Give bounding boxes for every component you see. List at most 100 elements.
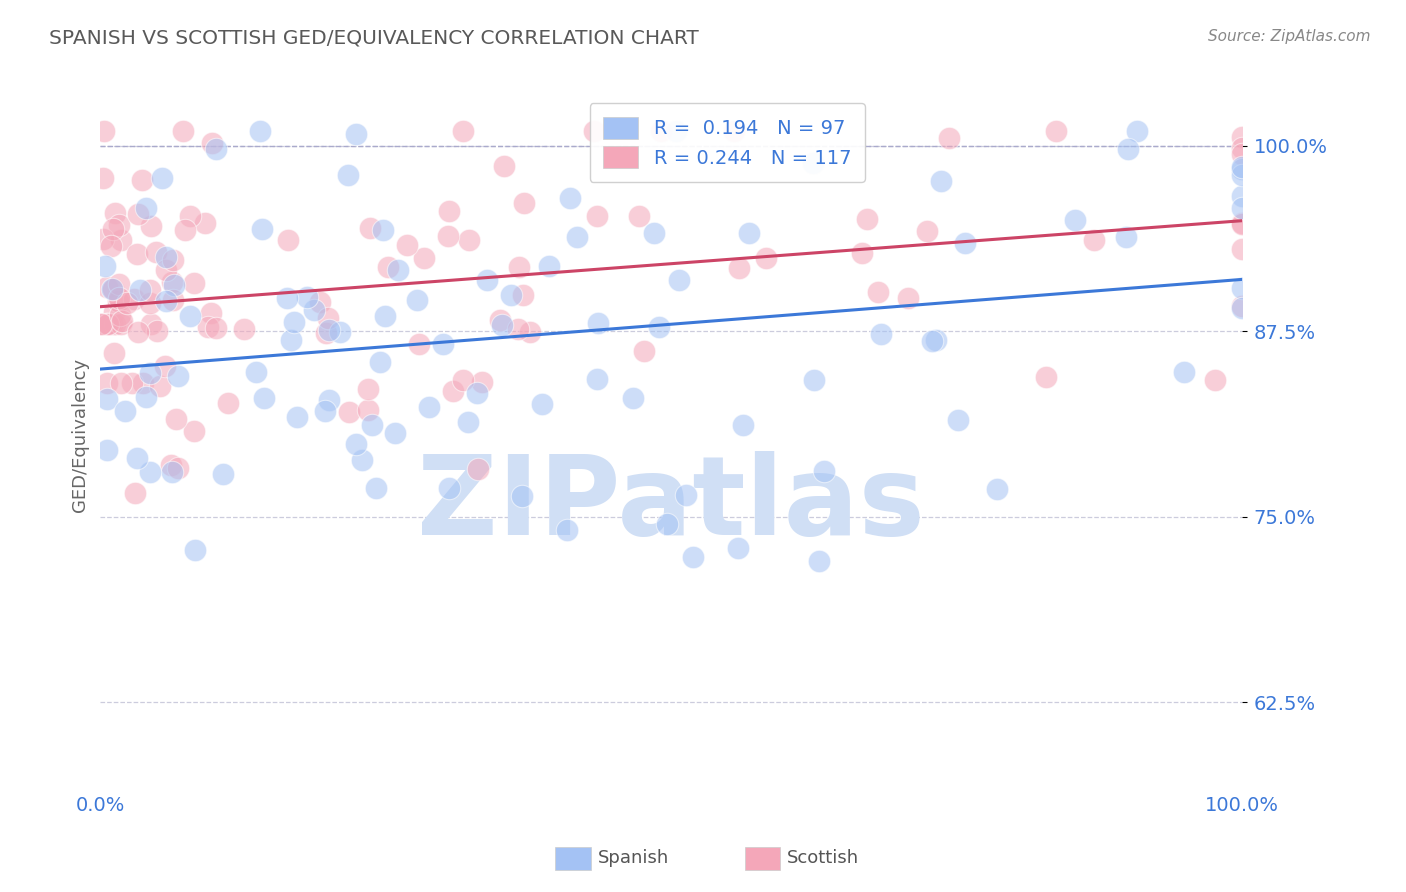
- Point: [162, 252, 184, 267]
- Point: [621, 391, 644, 405]
- Point: [166, 461, 188, 475]
- Point: [1116, 142, 1139, 156]
- Point: [510, 489, 533, 503]
- Point: [643, 226, 665, 240]
- Point: [155, 250, 177, 264]
- Point: [100, 239, 122, 253]
- Point: [163, 278, 186, 293]
- Point: [155, 262, 177, 277]
- Point: [915, 224, 938, 238]
- Point: [183, 424, 205, 438]
- Point: [160, 465, 183, 479]
- Point: [308, 295, 330, 310]
- Point: [96, 392, 118, 407]
- Point: [200, 305, 222, 319]
- Point: [253, 391, 276, 405]
- Point: [96, 317, 118, 331]
- Point: [1035, 369, 1057, 384]
- Point: [96, 376, 118, 391]
- Point: [165, 412, 187, 426]
- Point: [108, 292, 131, 306]
- Point: [491, 318, 513, 333]
- Point: [519, 325, 541, 339]
- Point: [1230, 160, 1253, 174]
- Point: [1230, 141, 1253, 155]
- Point: [856, 212, 879, 227]
- Point: [283, 314, 305, 328]
- Point: [139, 284, 162, 298]
- Point: [139, 219, 162, 234]
- Point: [103, 346, 125, 360]
- Point: [408, 336, 430, 351]
- Point: [555, 523, 578, 537]
- Point: [337, 405, 360, 419]
- Point: [280, 333, 302, 347]
- Point: [149, 379, 172, 393]
- Point: [108, 308, 131, 322]
- Text: ZIPatlas: ZIPatlas: [418, 451, 925, 558]
- Point: [439, 203, 461, 218]
- Point: [453, 124, 475, 138]
- Point: [302, 303, 325, 318]
- Point: [866, 285, 889, 299]
- Point: [110, 314, 132, 328]
- Point: [145, 324, 167, 338]
- Point: [986, 482, 1008, 496]
- Point: [731, 418, 754, 433]
- Point: [104, 317, 127, 331]
- Point: [492, 159, 515, 173]
- Point: [471, 375, 494, 389]
- Point: [948, 413, 970, 427]
- Point: [91, 232, 114, 246]
- Point: [197, 320, 219, 334]
- Point: [212, 467, 235, 482]
- Point: [100, 282, 122, 296]
- Point: [451, 373, 474, 387]
- Point: [512, 196, 534, 211]
- Point: [96, 279, 118, 293]
- Point: [953, 235, 976, 250]
- Point: [245, 365, 267, 379]
- Point: [359, 221, 381, 235]
- Point: [316, 310, 339, 325]
- Point: [357, 382, 380, 396]
- Point: [110, 376, 132, 391]
- Point: [395, 238, 418, 252]
- Point: [1230, 281, 1253, 295]
- Point: [412, 251, 434, 265]
- Point: [1230, 201, 1253, 215]
- Point: [318, 323, 340, 337]
- Point: [127, 325, 149, 339]
- Point: [96, 442, 118, 457]
- Point: [627, 210, 650, 224]
- Point: [155, 359, 177, 374]
- Point: [194, 216, 217, 230]
- Y-axis label: GED/Equivalency: GED/Equivalency: [72, 358, 89, 512]
- Point: [90, 317, 112, 331]
- Point: [668, 273, 690, 287]
- Point: [174, 223, 197, 237]
- Point: [108, 219, 131, 233]
- Point: [344, 437, 367, 451]
- Point: [352, 453, 374, 467]
- Point: [723, 124, 745, 138]
- Point: [1230, 147, 1253, 161]
- Point: [406, 293, 429, 307]
- Text: Source: ZipAtlas.com: Source: ZipAtlas.com: [1208, 29, 1371, 44]
- Point: [101, 282, 124, 296]
- Point: [1230, 301, 1253, 316]
- Point: [477, 273, 499, 287]
- Point: [93, 259, 115, 273]
- Point: [755, 252, 778, 266]
- Point: [418, 401, 440, 415]
- Point: [538, 260, 561, 274]
- Point: [1230, 161, 1253, 176]
- Point: [108, 291, 131, 305]
- Point: [813, 464, 835, 478]
- Point: [439, 481, 461, 495]
- Point: [98, 317, 121, 331]
- Point: [870, 327, 893, 342]
- Point: [1204, 373, 1226, 387]
- Point: [458, 233, 481, 247]
- Point: [650, 124, 672, 138]
